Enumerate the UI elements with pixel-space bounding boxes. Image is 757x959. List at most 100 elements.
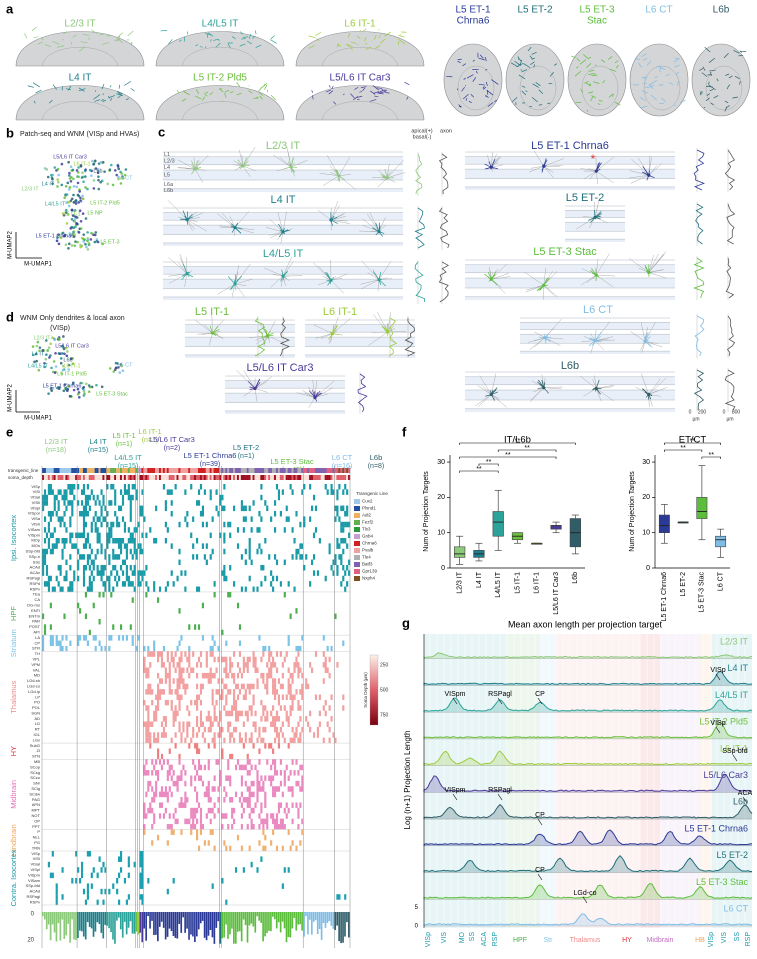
heatmap-cell (108, 533, 110, 538)
heatmap-cell (260, 856, 262, 861)
heatmap-cell (297, 813, 299, 818)
heatmap-cell (120, 624, 122, 629)
heatmap-cell (87, 500, 89, 505)
depth-track (200, 475, 202, 480)
heatmap-cell (171, 765, 173, 770)
heatmap-cell (153, 738, 155, 743)
heatmap-cell (169, 678, 171, 683)
depth-track (97, 475, 99, 480)
heatmap-cell (163, 813, 165, 818)
umap-point (110, 164, 113, 167)
depth-track (61, 475, 63, 480)
heatmap-cell (159, 759, 161, 764)
legend-label: Gpr139 (362, 569, 378, 574)
colorbar-tick: 500 (380, 687, 389, 693)
transgenic-track (264, 468, 266, 473)
heatmap-cell (272, 689, 274, 694)
heatmap-cell (297, 781, 299, 786)
heatmap-cell (276, 711, 278, 716)
count-bar (87, 912, 89, 922)
heatmap-cell (331, 716, 333, 721)
heatmap-cell (274, 727, 276, 732)
heatmap-cell (241, 846, 243, 851)
heatmap-cell (182, 668, 184, 673)
depth-track (237, 475, 239, 480)
heatmap-cell (169, 824, 171, 829)
count-bar (177, 912, 179, 939)
heatmap-cell (126, 489, 128, 494)
heatmap-cell (167, 673, 169, 678)
heatmap-cell (235, 867, 237, 872)
heatmap-cell (157, 695, 159, 700)
depth-track (157, 475, 159, 480)
heatmap-cell (249, 657, 251, 662)
region-label: SSp-bfd (26, 883, 40, 888)
heatmap-cell (270, 673, 272, 678)
depth-track (212, 475, 214, 480)
heatmap-cell (282, 721, 284, 726)
heatmap-cell (210, 716, 212, 721)
depth-track (77, 475, 79, 480)
count-bar (69, 912, 71, 943)
heatmap-cell (299, 716, 301, 721)
umap-point (99, 181, 102, 184)
heatmap-cell (284, 738, 286, 743)
heatmap-cell (254, 668, 256, 673)
heatmap-cell (169, 662, 171, 667)
heatmap-cell (344, 484, 346, 489)
heatmap-cell (243, 808, 245, 813)
heatmap-cell (227, 759, 229, 764)
heatmap-cell (295, 511, 297, 516)
region-label: VISli (32, 500, 40, 505)
heatmap-cell (206, 522, 208, 527)
heatmap-cell (293, 587, 295, 592)
heatmap-cell (147, 689, 149, 694)
heatmap-cell (175, 732, 177, 737)
heatmap-cell (184, 792, 186, 797)
heatmap-cell (198, 624, 200, 629)
heatmap-cell (315, 506, 317, 511)
heatmap-cell (188, 673, 190, 678)
heatmap-cell (223, 705, 225, 710)
heatmap-cell (110, 527, 112, 532)
umap-point (58, 352, 61, 355)
heatmap-cell (120, 565, 122, 570)
count-bar (329, 912, 331, 921)
umap-point (72, 178, 75, 181)
umap-point (85, 217, 88, 220)
count-bar (44, 912, 46, 919)
count-bar (227, 912, 229, 939)
heatmap-cell (215, 506, 217, 511)
umap-point (49, 342, 52, 345)
region-label: RSPd (30, 581, 40, 586)
heatmap-cell (208, 765, 210, 770)
heatmap-cell (50, 511, 52, 516)
heatmap-cell (200, 662, 202, 667)
region-label: STN (32, 754, 40, 759)
heatmap-cell (83, 565, 85, 570)
umap-point (93, 187, 96, 190)
umap-point (68, 172, 71, 175)
depth-track (171, 475, 173, 480)
heatmap-cell (221, 689, 223, 694)
heatmap-cell (214, 738, 216, 743)
heatmap-cell (336, 570, 338, 575)
heatmap-cell (262, 738, 264, 743)
heatmap-cell (171, 651, 173, 656)
count-bar (126, 912, 128, 934)
heatmap-cell (97, 495, 99, 500)
heatmap-cell (225, 846, 227, 851)
heatmap-cell (52, 635, 54, 640)
heatmap-cell (83, 484, 85, 489)
transgenic-track (254, 468, 256, 473)
count-bar (204, 912, 206, 938)
panel-label: c (158, 124, 165, 139)
heatmap-cell (225, 700, 227, 705)
heatmap-cell (336, 894, 338, 899)
depth-track (303, 475, 305, 480)
umap-point (75, 199, 78, 202)
heatmap-cell (223, 565, 225, 570)
heatmap-cell (155, 716, 157, 721)
heatmap-cell (50, 624, 52, 629)
heatmap-cell (266, 813, 268, 818)
